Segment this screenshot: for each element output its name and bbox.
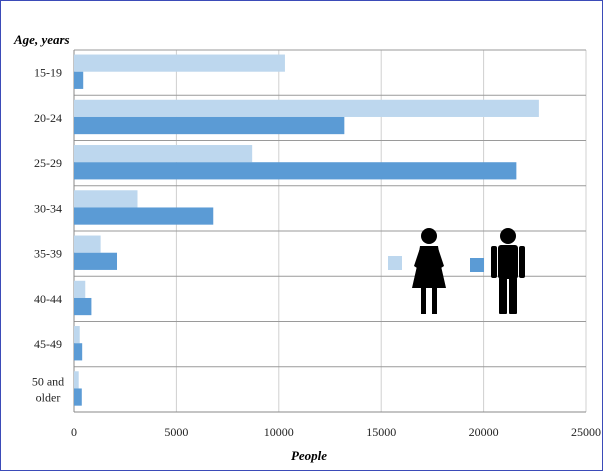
bar-series-0 — [74, 190, 138, 208]
bar-series-1 — [74, 116, 345, 135]
bar-series-1 — [74, 71, 84, 89]
y-tick-label: 50 and older — [32, 374, 64, 404]
y-tick-label: 20-24 — [34, 111, 62, 125]
bar-series-0 — [74, 235, 101, 253]
x-tick-label: 0 — [71, 425, 77, 439]
x-tick-labels: 0 5000 10000 15000 20000 25000 — [71, 425, 601, 439]
bar-series-1 — [74, 343, 83, 361]
bar-series-1 — [74, 297, 92, 316]
x-tick-label: 10000 — [264, 425, 294, 439]
y-tick-labels: 15-19 20-24 25-29 30-34 35-39 40-44 45-49 50 an… — [32, 66, 64, 405]
bar-series-0 — [74, 371, 79, 389]
x-axis-title: People — [291, 448, 327, 463]
bar-series-0 — [74, 54, 285, 72]
bar-series-1 — [74, 162, 517, 180]
bar-series-0 — [74, 326, 80, 344]
bar-series-0 — [74, 145, 253, 163]
y-tick-label: 35-39 — [34, 247, 62, 261]
bar-series-0 — [74, 280, 86, 298]
y-tick-label: 45-49 — [34, 337, 62, 351]
legend-swatch-female — [388, 256, 402, 270]
x-tick-label: 20000 — [469, 425, 499, 439]
y-tick-label: 25-29 — [34, 156, 62, 170]
x-tick-label: 15000 — [366, 425, 396, 439]
y-tick-label: 30-34 — [34, 201, 62, 215]
y-tick-label: 40-44 — [34, 292, 62, 306]
y-tick-label: 15-19 — [34, 66, 62, 80]
legend — [388, 228, 525, 314]
bar-series-1 — [74, 207, 214, 225]
male-silhouette-icon — [491, 228, 525, 314]
bars — [74, 54, 539, 406]
y-axis-title: Age, years — [13, 32, 70, 47]
x-tick-label: 25000 — [571, 425, 601, 439]
female-silhouette-icon — [412, 228, 446, 314]
bar-series-1 — [74, 252, 118, 270]
legend-swatch-male — [470, 258, 484, 272]
bar-series-0 — [74, 99, 539, 117]
bar-series-1 — [74, 388, 82, 406]
x-tick-label: 5000 — [164, 425, 188, 439]
